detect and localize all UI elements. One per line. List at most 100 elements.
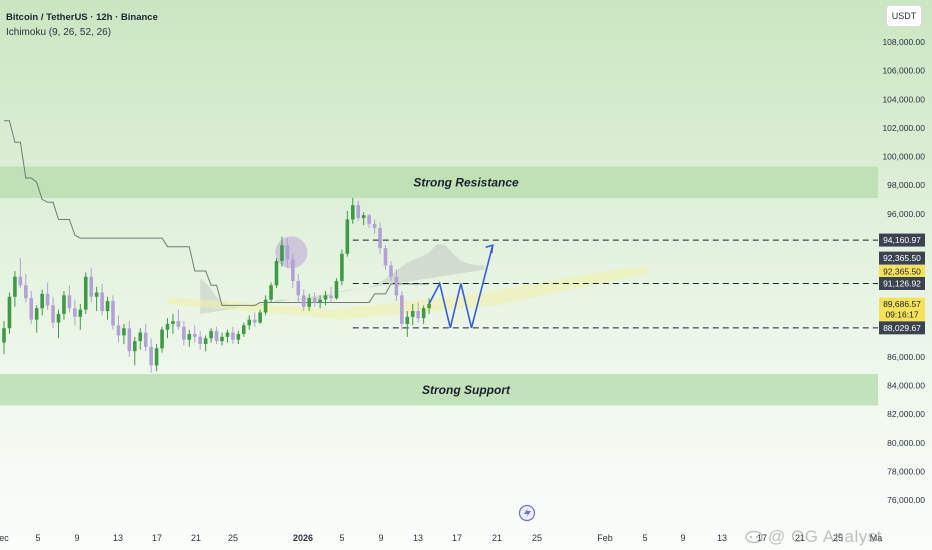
y-tick-label: 86,000.00 (887, 352, 925, 362)
candle-body (73, 308, 77, 317)
candle-body (62, 295, 66, 314)
candle-body (29, 298, 34, 320)
candle-body (291, 259, 295, 282)
candle-body (345, 219, 350, 254)
x-tick-label: 13 (717, 533, 727, 543)
candle-body (296, 281, 301, 296)
candle-body (67, 295, 72, 309)
x-tick-label: Ma (870, 533, 883, 543)
price-label-text: 92,365.50 (883, 253, 921, 263)
candle-body (318, 299, 322, 303)
candle-body (24, 285, 28, 299)
x-tick-label: 13 (113, 533, 123, 543)
candle-body (2, 328, 6, 343)
candle-body (274, 260, 279, 286)
price-label-text: 92,365.50 (883, 267, 921, 277)
candle-body (116, 325, 121, 336)
x-tick-label: 21 (492, 533, 502, 543)
x-tick-label: Feb (597, 533, 613, 543)
candle-body (143, 332, 148, 347)
indicator-label[interactable]: Ichimoku (9, 26, 52, 26) (6, 27, 112, 38)
candle-body (329, 295, 333, 299)
x-tick-label: 17 (152, 533, 162, 543)
y-tick-label: 80,000.00 (887, 438, 925, 448)
x-tick-label: 25 (532, 533, 542, 543)
x-tick-label: 9 (74, 533, 79, 543)
candle-body (252, 319, 257, 323)
candle-body (51, 305, 55, 323)
y-tick-label: 96,000.00 (887, 209, 925, 219)
candle-body (192, 333, 197, 337)
x-tick-label: 25 (228, 533, 238, 543)
candle-body (94, 292, 99, 297)
candle-body (394, 276, 399, 296)
candle-body (7, 296, 12, 329)
price-label-box (879, 233, 925, 247)
watermark-icon (745, 530, 763, 544)
candle-body (367, 215, 371, 224)
candle-body (127, 328, 132, 352)
candle-body (323, 295, 328, 300)
y-tick-label: 78,000.00 (887, 466, 925, 476)
candle-body (258, 312, 262, 323)
x-tick-label: 25 (833, 533, 843, 543)
currency-button[interactable]: USDT (886, 5, 922, 27)
price-label-text: 89,686.57 (883, 299, 921, 309)
candle-body (122, 328, 126, 336)
candle-body (34, 308, 39, 320)
price-label-text: 88,029.67 (883, 323, 921, 333)
y-tick-label: 98,000.00 (887, 180, 925, 190)
candle-body (312, 298, 317, 303)
price-label-box (879, 276, 925, 290)
x-tick-label: 13 (413, 533, 423, 543)
candle-body (400, 295, 404, 324)
candle-body (263, 299, 268, 313)
candle-body (100, 292, 104, 312)
candle-body (40, 293, 44, 309)
y-tick-label: 84,000.00 (887, 381, 925, 391)
y-tick-label: 100,000.00 (882, 152, 925, 162)
lightning-icon (524, 508, 531, 518)
candle-body (269, 285, 273, 300)
x-tick-label: 2026 (293, 533, 313, 543)
x-tick-label: 21 (191, 533, 201, 543)
chart-header: Bitcoin / TetherUS · 12h · Binance Ichim… (6, 10, 158, 40)
x-tick-label: 21 (795, 533, 805, 543)
candle-body (372, 223, 377, 229)
y-tick-label: 102,000.00 (882, 123, 925, 133)
price-label-text: 94,160.97 (883, 235, 921, 245)
candle-body (13, 276, 17, 297)
candle-body (351, 205, 355, 220)
candle-body (280, 245, 284, 261)
watermark-text: @ OG Analyst (768, 527, 882, 546)
candle-body (247, 319, 252, 326)
candle-body (410, 311, 415, 317)
y-tick-label: 76,000.00 (887, 495, 925, 505)
candle-body (209, 331, 213, 339)
candle-body (383, 248, 388, 266)
candle-body (18, 276, 23, 286)
candle-body (138, 332, 143, 342)
candle-body (421, 308, 426, 319)
y-tick-label: 104,000.00 (882, 94, 925, 104)
candle-body (105, 301, 110, 312)
zone-label: Strong Support (422, 383, 511, 397)
price-label-box (879, 308, 925, 322)
candle-body (356, 205, 361, 219)
price-label-text: 91,126.92 (883, 278, 921, 288)
symbol-title: Bitcoin / TetherUS · 12h · Binance (6, 12, 158, 23)
candle-body (340, 253, 344, 282)
candle-body (231, 332, 235, 340)
candle-body (154, 348, 159, 366)
x-tick-label: 5 (35, 533, 40, 543)
candle-body (214, 331, 219, 342)
x-tick-label: 5 (642, 533, 647, 543)
candle-body (56, 313, 61, 323)
projection-arrowhead (485, 244, 494, 254)
y-tick-label: 106,000.00 (882, 66, 925, 76)
zone-label: Strong Resistance (413, 175, 519, 189)
price-label-box (879, 321, 925, 335)
candle-body (307, 298, 311, 307)
